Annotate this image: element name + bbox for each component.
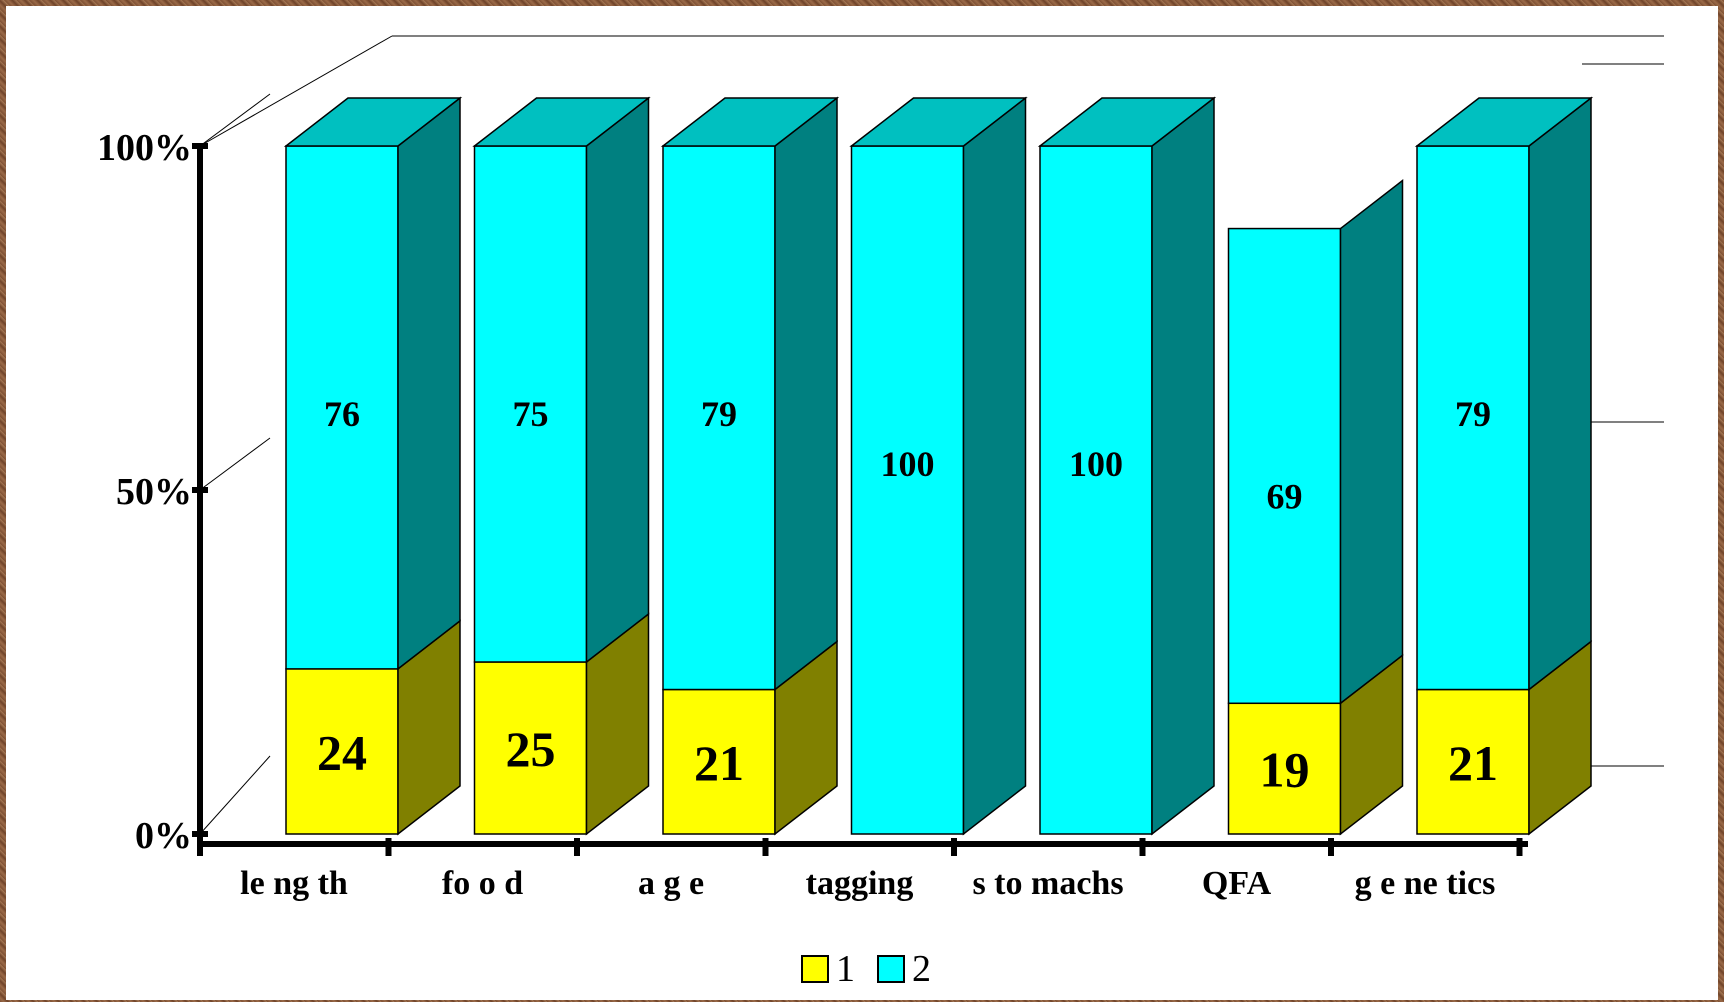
bar-side <box>1151 96 1215 836</box>
data-label: 69 <box>1267 477 1303 517</box>
bar-top <box>1414 97 1594 147</box>
bar-segment <box>1416 145 1530 691</box>
data-label: 21 <box>694 735 744 791</box>
bar-segment <box>1416 688 1530 835</box>
data-label: 19 <box>1260 742 1310 798</box>
bar-segment <box>850 145 965 835</box>
x-tick-label: fo o d <box>442 865 523 902</box>
legend-label: 2 <box>912 948 931 990</box>
bar-top <box>283 97 463 147</box>
y-tick-label: 100% <box>97 127 192 169</box>
bar-segment <box>1227 702 1342 835</box>
gridlines <box>199 63 1664 767</box>
bar-side <box>962 96 1027 836</box>
data-label: 24 <box>317 724 367 780</box>
bar-side <box>1339 179 1404 705</box>
axes <box>192 143 1528 856</box>
bar-segment <box>473 145 588 663</box>
bar-segment <box>1227 227 1342 705</box>
x-tick-label: a g e <box>638 865 704 902</box>
data-label: 79 <box>1455 394 1491 434</box>
bar-top <box>849 97 1028 147</box>
bar-side <box>397 96 461 671</box>
bar-segment <box>662 145 776 691</box>
y-tick-label: 50% <box>116 471 192 513</box>
x-tick-label: QFA <box>1202 865 1272 902</box>
data-label: 100 <box>1069 444 1123 484</box>
bar-side <box>585 96 650 664</box>
x-tick-label: tagging <box>806 865 914 902</box>
gridline-diag <box>199 437 271 491</box>
x-tick-label: g e ne tics <box>1355 865 1496 902</box>
data-label: 25 <box>506 721 556 777</box>
bar-top <box>472 97 651 147</box>
floor-edge <box>199 755 271 835</box>
bar-side <box>774 96 838 692</box>
data-label: 76 <box>324 394 360 434</box>
bar-side <box>1528 96 1592 692</box>
bar-segment <box>662 688 776 835</box>
gridline-diag <box>199 93 271 147</box>
tick-labels: 0% 50% 100% le ng th fo o d a g e tagging s to … <box>97 127 1495 902</box>
data-label: 75 <box>513 394 549 434</box>
y-tick-label: 0% <box>135 815 192 857</box>
data-label: 79 <box>701 394 737 434</box>
x-tick-label: s to machs <box>972 865 1123 902</box>
legend-swatch <box>801 955 829 983</box>
chart-panel: 0% 50% 100% le ng th fo o d a g e tagging s to … <box>6 6 1718 1000</box>
bar-segment <box>473 661 588 835</box>
legend-swatch <box>877 955 905 983</box>
data-label: 100 <box>881 444 935 484</box>
wall-edge-top <box>199 35 393 147</box>
stacked-bar-chart: 0% 50% 100% le ng th fo o d a g e tagging s to … <box>97 35 1664 990</box>
x-tick-label: le ng th <box>240 865 348 902</box>
bar-top <box>660 97 840 147</box>
bars <box>283 96 1594 836</box>
bar-segment <box>1039 145 1153 835</box>
data-label: 21 <box>1448 735 1498 791</box>
chart-walls <box>199 35 1664 835</box>
legend-label: 1 <box>836 948 855 990</box>
data-labels: 24 76 25 75 21 79 100 100 19 69 21 79 <box>317 394 1498 798</box>
bar-top <box>1037 97 1217 147</box>
bar-segment <box>285 668 399 835</box>
